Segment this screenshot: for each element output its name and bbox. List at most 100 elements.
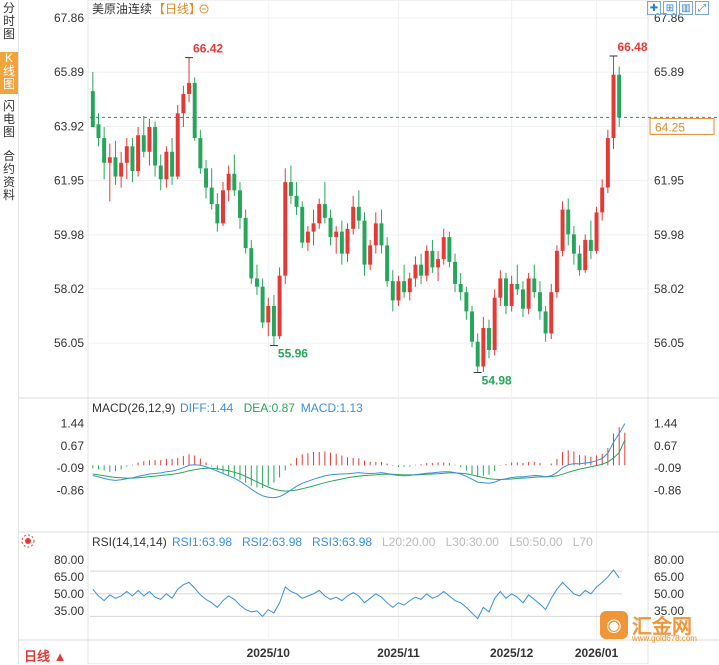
candle-body bbox=[594, 212, 599, 251]
candle-body bbox=[254, 278, 259, 287]
chart-area: 67.8667.8665.8965.8963.9263.9261.9561.95… bbox=[18, 0, 719, 664]
bar-chart-icon[interactable]: ▥ bbox=[679, 1, 693, 15]
diff-line bbox=[92, 423, 626, 499]
price-y-tick-left: 56.05 bbox=[54, 336, 84, 350]
candle-body bbox=[215, 204, 220, 224]
candle-body bbox=[396, 281, 401, 301]
x-tick-label: 2025/10 bbox=[247, 646, 291, 660]
candle-body bbox=[447, 237, 452, 262]
macd-y-tick-left: -0.86 bbox=[57, 483, 85, 497]
plot-frame bbox=[87, 0, 649, 664]
rsi-legend-entry: L20:20.00 bbox=[382, 535, 436, 549]
candle-body bbox=[424, 250, 429, 276]
candle-body bbox=[328, 217, 333, 238]
candle-body bbox=[226, 173, 231, 191]
logo-url: www.gold678.com bbox=[632, 634, 697, 643]
candle-body bbox=[583, 239, 588, 271]
logo-name: 汇金网 bbox=[632, 616, 692, 638]
candle-body bbox=[470, 311, 475, 342]
rsi-y-tick-left: 50.00 bbox=[54, 587, 84, 601]
crosshair-icon[interactable]: ✚ bbox=[647, 1, 661, 15]
macd-title: MACD(26,12,9) bbox=[92, 401, 175, 415]
chart-toolbar: ✚ ⊞ ▥ ⤢ bbox=[647, 1, 709, 15]
macd-y-tick-right: 1.44 bbox=[654, 417, 678, 431]
settings-gear-icon bbox=[25, 538, 31, 544]
low-annotation: 55.96 bbox=[278, 347, 308, 361]
period-selector-button[interactable]: 日线 ▲ bbox=[24, 649, 67, 664]
sidebar: 分时图 K线图 闪电图 合约资料 bbox=[0, 0, 19, 664]
rsi-legend-entry: RSI1:63.98 bbox=[172, 535, 232, 549]
tab-kline-chart[interactable]: K线图 bbox=[0, 52, 18, 94]
candle-body bbox=[119, 162, 124, 177]
candle-body bbox=[532, 278, 537, 293]
candle-body bbox=[390, 281, 395, 301]
price-y-tick-left: 65.89 bbox=[54, 65, 84, 79]
candle-body bbox=[237, 190, 242, 218]
rsi-y-tick-left: 80.00 bbox=[54, 553, 84, 567]
price-y-tick-left: 58.02 bbox=[54, 282, 84, 296]
rsi-legend-entry: RSI2:63.98 bbox=[242, 535, 302, 549]
tab-contract-info[interactable]: 合约资料 bbox=[2, 149, 15, 202]
candle-body bbox=[373, 223, 378, 246]
rsi-legend-entry: L50:50.00 bbox=[509, 535, 563, 549]
high-annotation: 66.48 bbox=[618, 40, 648, 54]
x-tick-label: 2026/01 bbox=[575, 646, 619, 660]
candle-body bbox=[266, 305, 271, 323]
candle-body bbox=[554, 250, 559, 293]
candle-body bbox=[543, 311, 548, 334]
candle-body bbox=[232, 173, 237, 191]
candle-body bbox=[277, 275, 282, 337]
expand-icon[interactable]: ⤢ bbox=[695, 1, 709, 15]
macd-y-tick-right: -0.86 bbox=[654, 483, 682, 497]
candle-body bbox=[322, 204, 327, 218]
tab-time-chart[interactable]: 分时图 bbox=[2, 1, 15, 41]
price-y-tick-left: 63.92 bbox=[54, 119, 84, 133]
price-y-tick-left: 59.98 bbox=[54, 228, 84, 242]
high-annotation: 66.42 bbox=[193, 42, 223, 56]
rsi-legend-entry: L30:30.00 bbox=[446, 535, 500, 549]
candle-body bbox=[187, 82, 192, 94]
candle-body bbox=[441, 237, 446, 260]
candle-body bbox=[385, 245, 390, 282]
candle-body bbox=[588, 239, 593, 251]
indicator-icon[interactable]: ⊞ bbox=[663, 1, 677, 15]
candle-body bbox=[577, 253, 582, 271]
candle-body bbox=[300, 206, 305, 243]
chart-svg[interactable]: 67.8667.8665.8965.8963.9263.9261.9561.95… bbox=[18, 0, 719, 664]
candle-body bbox=[560, 209, 565, 251]
chart-title: 美原油连续 bbox=[92, 1, 152, 16]
watermark-logo: ◉ 汇金网 bbox=[600, 610, 692, 639]
candle-body bbox=[481, 327, 486, 367]
candle-body bbox=[515, 283, 520, 290]
candle-body bbox=[503, 278, 508, 306]
low-annotation: 54.98 bbox=[482, 374, 512, 388]
candle-body bbox=[436, 259, 441, 268]
last-price-label: 64.25 bbox=[655, 120, 685, 134]
macd-y-tick-left: -0.09 bbox=[57, 461, 85, 475]
last-price-box bbox=[649, 117, 715, 135]
rsi-y-tick-left: 65.00 bbox=[54, 570, 84, 584]
macd-y-tick-left: 0.67 bbox=[61, 439, 85, 453]
candle-body bbox=[113, 157, 118, 177]
candle-body bbox=[192, 82, 197, 139]
candle-body bbox=[487, 327, 491, 350]
candle-body bbox=[430, 250, 435, 268]
tab-flash-chart[interactable]: 闪电图 bbox=[2, 99, 15, 139]
macd-y-tick-left: 1.44 bbox=[61, 417, 85, 431]
candle-body bbox=[181, 93, 186, 114]
candle-body bbox=[611, 74, 616, 139]
rsi-line bbox=[92, 569, 620, 620]
candle-body bbox=[147, 127, 152, 152]
logo-icon: ◉ bbox=[600, 610, 628, 639]
candle-body bbox=[351, 206, 356, 229]
candle-body bbox=[339, 231, 344, 254]
candle-body bbox=[136, 135, 141, 172]
rsi-title: RSI(14,14,14) bbox=[92, 535, 167, 549]
candle-body bbox=[458, 283, 463, 293]
candle-body bbox=[475, 341, 480, 367]
candle-body bbox=[571, 234, 576, 254]
candle-body bbox=[520, 289, 525, 309]
rsi-y-tick-left: 35.00 bbox=[54, 604, 84, 618]
candle-body bbox=[130, 146, 135, 172]
period-tag: 【日线】 bbox=[153, 2, 201, 16]
